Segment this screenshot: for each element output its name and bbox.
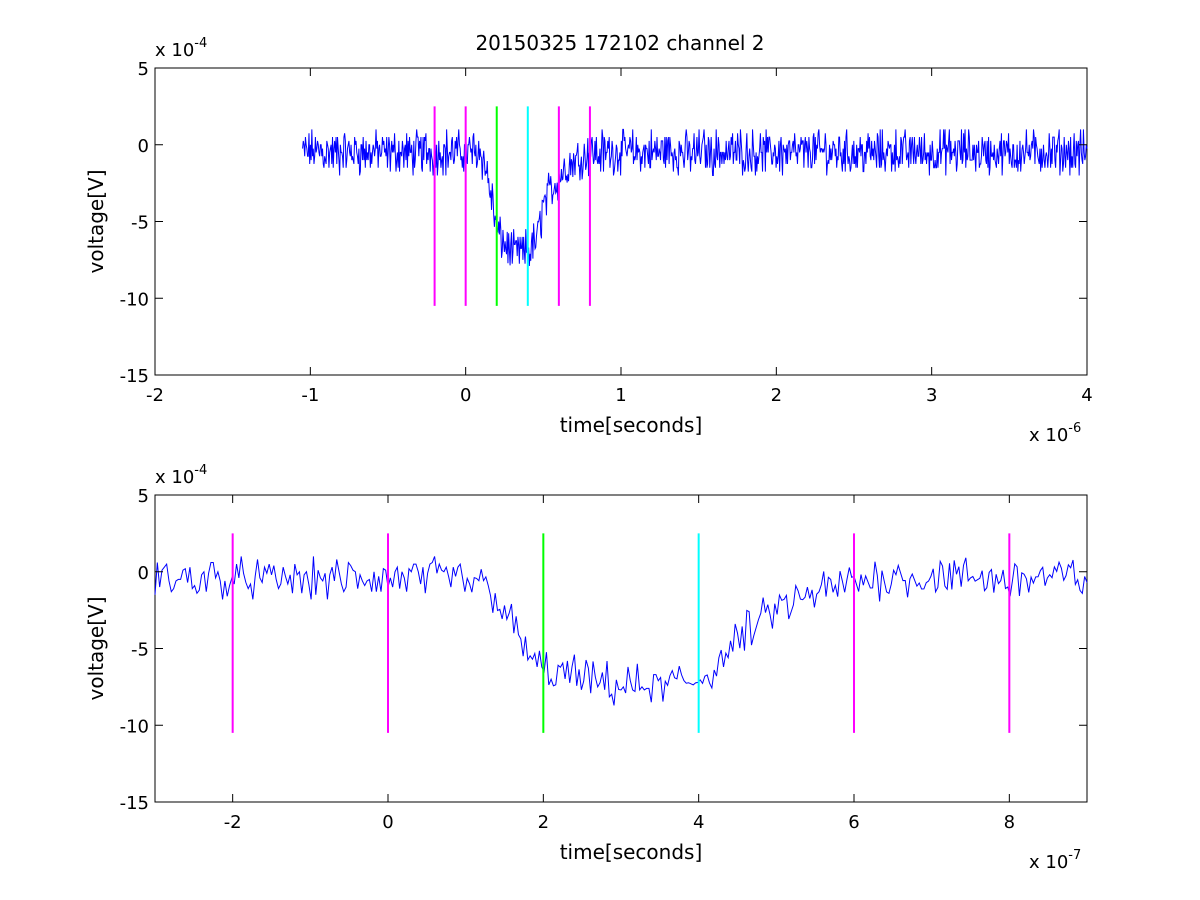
y-exponent-label: x 10-4	[155, 463, 207, 488]
figure-title: 20150325 172102 channel 2	[475, 31, 764, 55]
y-tick-label: -10	[120, 716, 149, 737]
y-tick-label: -5	[131, 640, 149, 661]
signal-trace-line	[302, 128, 1088, 267]
y-tick-label: -15	[120, 366, 149, 387]
x-tick-label: -2	[224, 812, 242, 833]
axes-box	[154, 67, 1088, 376]
x-axis-label: time[seconds]	[560, 413, 703, 437]
y-axis-label: voltage[V]	[84, 169, 108, 273]
x-tick-label: -1	[301, 385, 319, 406]
bottom-plot-panel: -2 0 2 4 6 8 -15 -10 -5 0 5 time[seconds] voltage[V]…	[84, 463, 1088, 873]
y-tick-label: 0	[138, 563, 149, 584]
x-tick-label: 6	[848, 812, 859, 833]
y-tick-label: -15	[120, 793, 149, 814]
x-tick-label: 4	[693, 812, 704, 833]
x-tick-label: 0	[460, 385, 471, 406]
signal-trace-line	[154, 556, 1088, 706]
y-tick-label: 5	[138, 486, 149, 507]
top-plot-panel: -2 -1 0 1 2 3 4-15-10-505time[seconds]voltage[…	[84, 36, 1093, 446]
x-axis-label: time[seconds]	[560, 840, 703, 864]
y-axis-label: voltage[V]	[84, 596, 108, 700]
y-tick-label: -5	[131, 213, 149, 234]
x-exponent-label: x 10-6	[1029, 421, 1081, 446]
x-tick-label: -2	[146, 385, 164, 406]
x-tick-label: 1	[615, 385, 626, 406]
y-tick-label: 5	[138, 59, 149, 80]
y-tick-label: -10	[120, 289, 149, 310]
x-tick-label: 0	[382, 812, 393, 833]
y-exponent-label: x 10-4	[155, 36, 207, 61]
x-tick-label: 2	[771, 385, 782, 406]
axes-box	[154, 494, 1088, 803]
x-exponent-label: x 10-7	[1029, 848, 1081, 873]
x-tick-label: 8	[1004, 812, 1015, 833]
x-tick-label: 2	[538, 812, 549, 833]
x-tick-label: 3	[926, 385, 937, 406]
x-tick-label: 4	[1081, 385, 1092, 406]
y-tick-label: 0	[138, 136, 149, 157]
